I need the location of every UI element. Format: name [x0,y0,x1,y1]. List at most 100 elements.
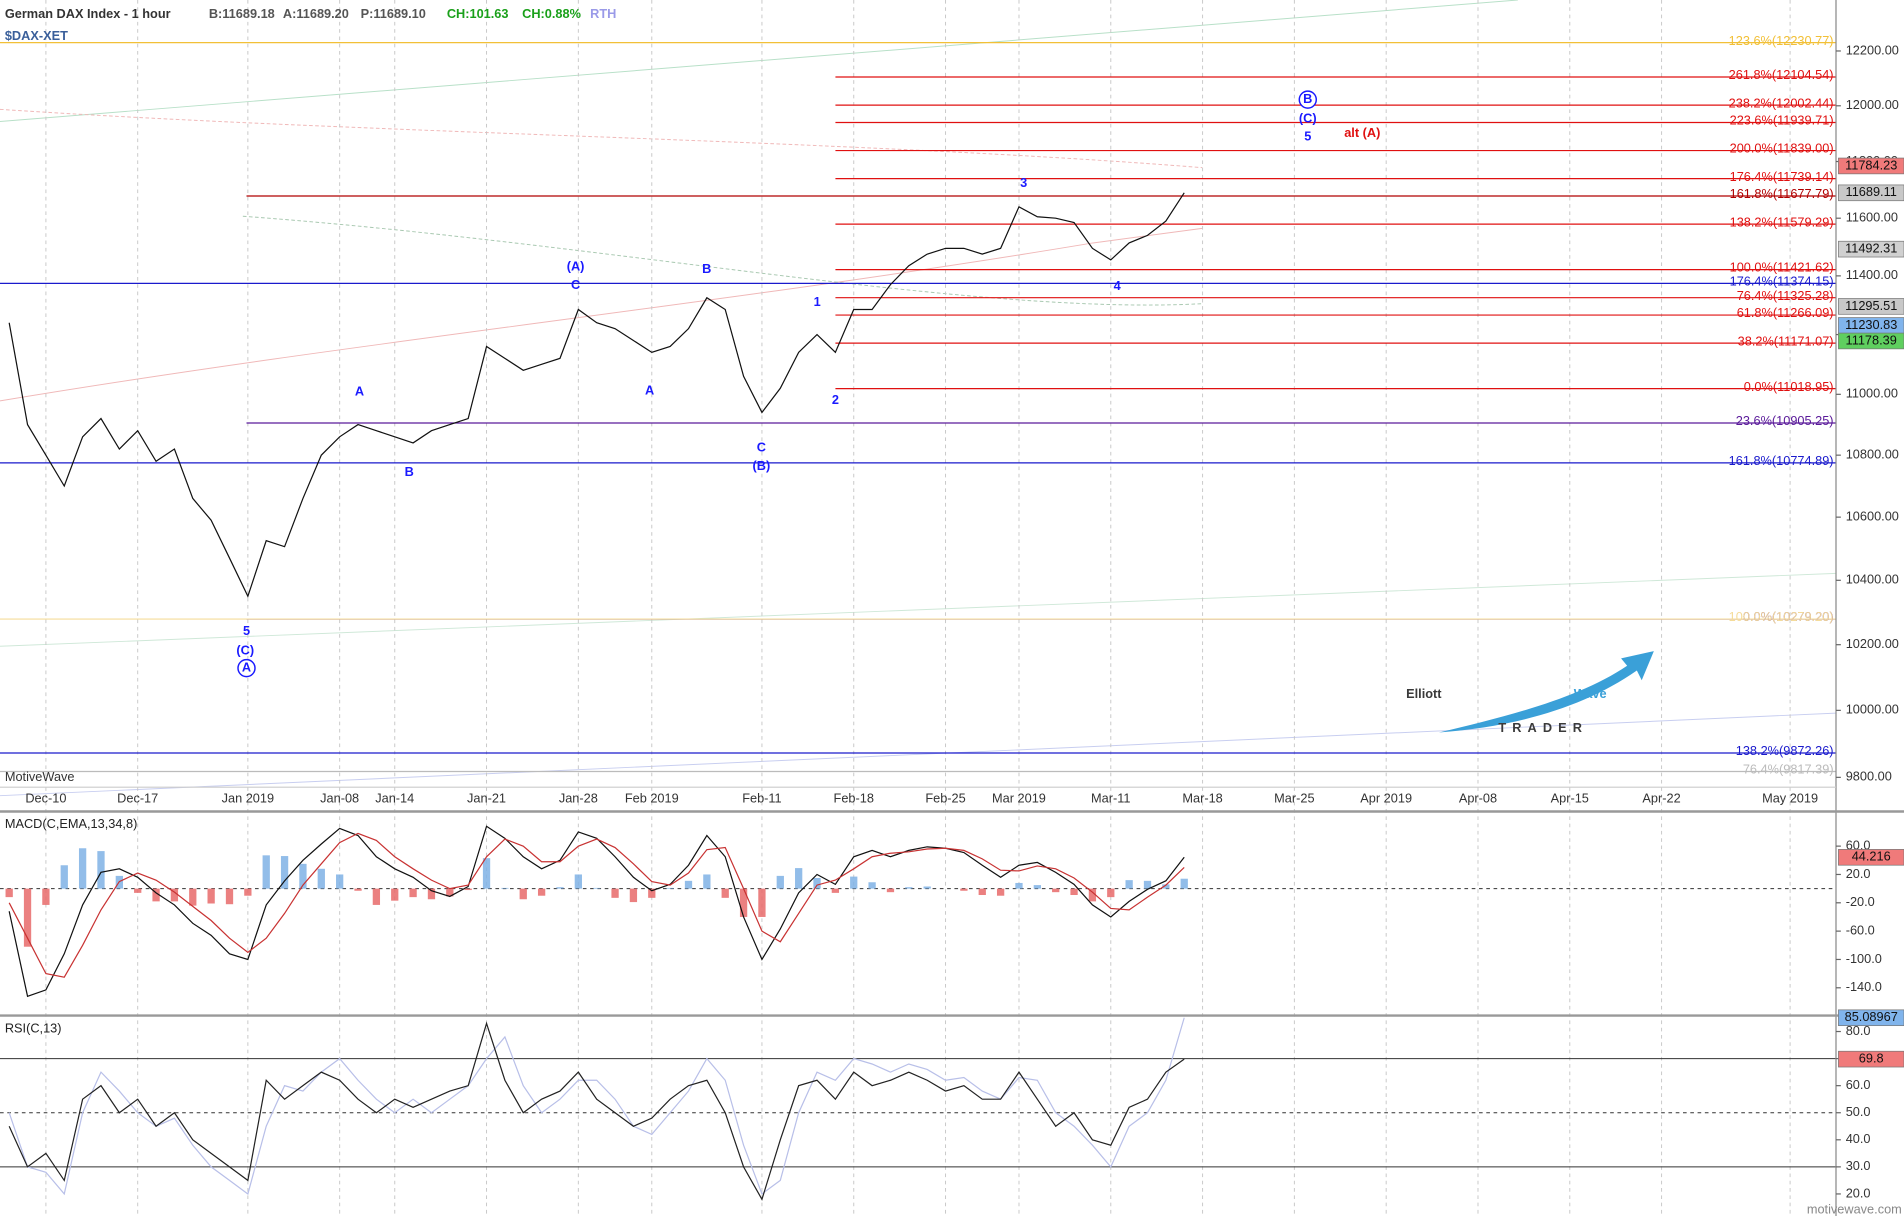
trend-line [0,712,1837,797]
wave-label: A [355,384,364,399]
wave-label: 5 [1304,129,1311,144]
wave-label: A [645,383,654,398]
histogram-bar [537,888,546,896]
histogram-bar [1143,880,1152,889]
panel-title: MACD(C,EMA,13,34,8) [5,816,137,831]
y-tick-label: 20.0 [1846,1185,1871,1200]
value-box-label: 11689.11 [1846,184,1897,199]
histogram-bar [134,888,142,893]
histogram-bar [1180,878,1188,889]
quote-value: CH:0.88% [522,6,581,21]
histogram-bar [721,888,729,898]
site-url: motivewave.com [1807,1201,1902,1216]
histogram-bar [666,887,674,889]
fib-label: 0.0%(11018.95) [1744,379,1834,394]
histogram-bar [1070,888,1078,896]
histogram-bar [1033,885,1041,889]
y-tick-label: 12000.00 [1846,97,1899,112]
fib-label: 138.2%(11579.29) [1730,214,1834,229]
y-tick-label: 12200.00 [1846,42,1899,57]
y-tick-label: 10200.00 [1846,636,1899,651]
panel-title: RSI(C,13) [5,1020,62,1035]
y-tick-label: 40.0 [1846,1131,1871,1146]
histogram-bar [446,888,454,897]
x-tick-label: Mar-11 [1091,791,1130,806]
histogram-bar [42,888,50,905]
y-tick-label: 10600.00 [1846,509,1899,524]
quote-value: B:11689.18 [209,6,275,21]
wave-label: B [702,261,711,276]
histogram-bar [776,875,784,889]
value-box-label: 44.216 [1852,849,1891,864]
chart-title: German DAX Index - 1 hour [5,6,171,21]
wave-label: C [571,277,580,292]
fib-label: 38.2%(11171.07) [1738,333,1834,348]
logo-text: TRADER [1498,720,1588,735]
value-box-label: 11295.51 [1845,298,1897,313]
wave-label: (A) [567,259,585,274]
x-tick-label: Jan 2019 [222,791,274,806]
symbol: $DAX-XET [5,28,68,43]
value-box-label: 69.8 [1859,1051,1884,1066]
quote-value: RTH [590,6,616,21]
x-tick-label: Mar-25 [1274,791,1314,806]
moving-average [242,215,1203,306]
histogram-bar [1088,888,1097,902]
histogram-bar [684,880,693,889]
histogram-bar [317,868,325,889]
y-tick-label: -140.0 [1846,979,1882,994]
histogram-bar [280,856,289,889]
y-tick-label: 10000.00 [1846,702,1899,717]
histogram-bar [427,888,436,900]
histogram-bar [905,887,913,889]
histogram-bar [519,888,527,900]
trend-line [0,0,1518,122]
histogram-bar [831,888,840,893]
histogram-bar [1015,882,1023,889]
value-box-label: 11178.39 [1846,332,1897,347]
wave-label: alt (A) [1344,125,1380,140]
y-tick-label: 60.0 [1846,838,1871,853]
x-tick-label: Mar-18 [1182,791,1222,806]
y-tick-label: 11600.00 [1846,210,1898,225]
quote-value: P:11689.10 [361,6,426,21]
y-tick-label: -20.0 [1846,894,1875,909]
macd-line [8,832,1185,978]
fib-label: 23.6%(10905.25) [1736,413,1834,428]
histogram-bar [189,888,197,906]
histogram-bar [391,888,399,901]
histogram-bar [996,888,1005,896]
histogram-bar [299,863,307,889]
wave-label: 3 [1020,175,1027,190]
histogram-bar [739,888,748,917]
histogram-bar [207,888,215,904]
y-tick-label: 11000.00 [1846,386,1898,401]
histogram-bar [409,888,417,898]
rsi-line [8,1017,1185,1196]
wave-label: (C) [236,642,254,657]
x-tick-label: Apr-08 [1459,791,1497,806]
fib-label: 76.4%(11325.28) [1737,288,1834,303]
x-tick-label: Jan-14 [375,791,414,806]
histogram-bar [354,888,362,891]
x-tick-label: Apr-15 [1551,791,1589,806]
histogram-bar [611,888,619,898]
logo-text: Elliott [1406,686,1442,701]
histogram-bar [923,886,931,889]
histogram-bar [1052,888,1060,893]
y-tick-label: 9800.00 [1846,769,1892,784]
histogram-bar [1125,880,1133,889]
histogram-bar [78,848,87,889]
y-tick-label: -100.0 [1846,951,1882,966]
wave-label: 5 [243,623,250,638]
histogram-bar [593,887,601,889]
y-tick-label: 10800.00 [1846,447,1899,462]
histogram-bar [960,888,968,891]
histogram-bar [97,851,105,889]
plot-layer [0,0,1836,1216]
histogram-bar [5,888,13,898]
histogram-bar [464,888,472,891]
histogram-bar [225,888,234,905]
histogram-bar [703,874,711,889]
